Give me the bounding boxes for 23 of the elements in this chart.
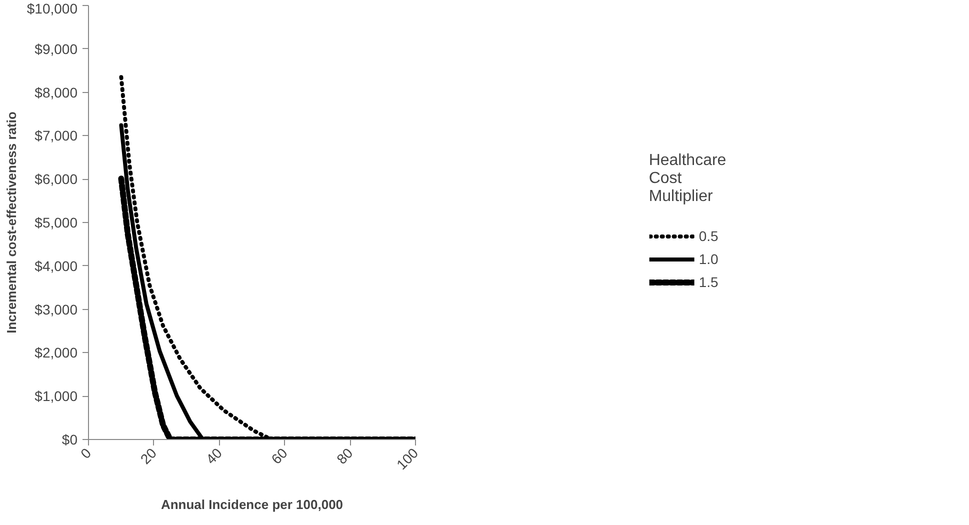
y-axis-title: Incremental cost-effectiveness ratio: [4, 112, 19, 334]
x-tick-label: 0: [77, 444, 94, 462]
y-tick-label: $5,000: [34, 214, 78, 230]
y-tick-label: $3,000: [34, 301, 78, 318]
y-tick-label: $8,000: [34, 84, 78, 100]
x-tick-label: 100: [393, 444, 422, 473]
y-tick-label: $10,000: [26, 0, 78, 16]
y-tick-label: $4,000: [34, 258, 78, 274]
legend-label: 1.5: [698, 274, 719, 290]
x-axis-title: Annual Incidence per 100,000: [160, 497, 344, 512]
x-tick-label: 40: [202, 444, 226, 468]
y-tick-label: $6,000: [34, 171, 78, 188]
x-tick-label: 80: [333, 444, 356, 468]
y-tick-label: $1,000: [34, 388, 78, 404]
legend-title: Healthcare Cost Multiplier: [648, 152, 726, 206]
y-tick-label: $0: [62, 432, 78, 448]
y-tick-label: $7,000: [34, 128, 78, 144]
legend-label: 0.5: [698, 228, 719, 244]
y-tick-label: $9,000: [34, 40, 78, 57]
legend-label: 1.0: [698, 251, 719, 267]
x-tick-label: 60: [268, 444, 291, 468]
y-tick-label: $2,000: [34, 344, 78, 361]
x-tick-label: 20: [137, 444, 160, 468]
